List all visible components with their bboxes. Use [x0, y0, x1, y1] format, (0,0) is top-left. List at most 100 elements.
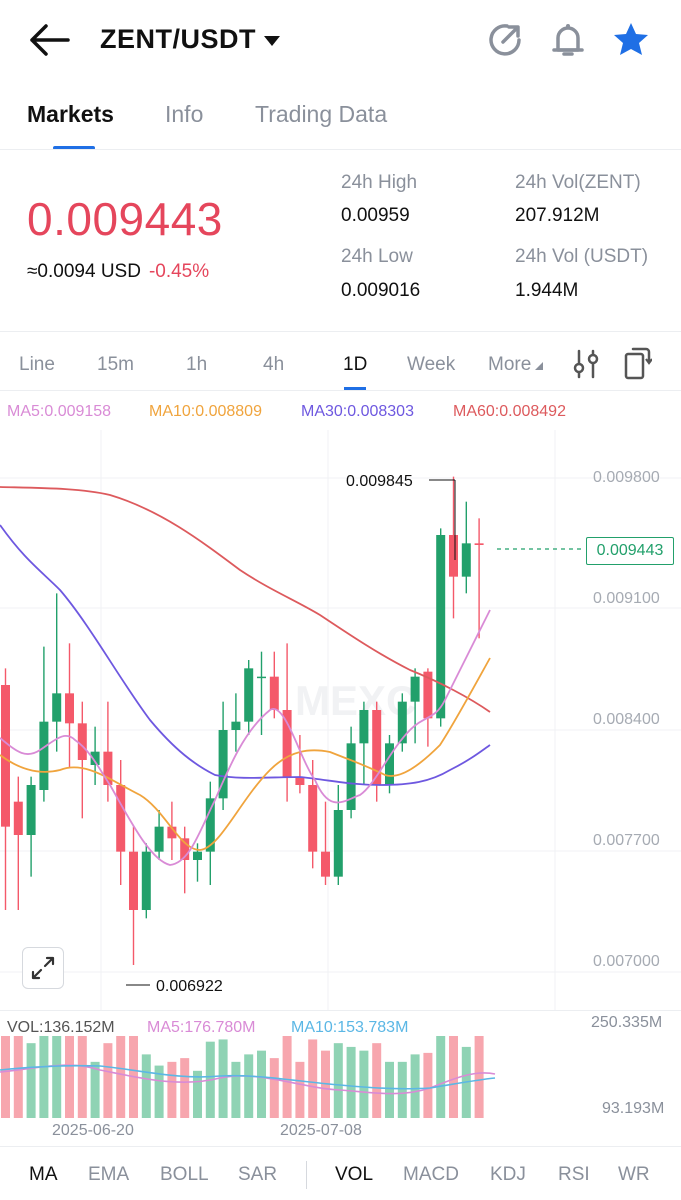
indicator-vol[interactable]: VOL [335, 1164, 374, 1185]
candle-down [180, 838, 190, 860]
timeframe-4h[interactable]: 4h [263, 354, 285, 375]
chevron-down-icon [264, 35, 280, 46]
volume-bar [167, 1061, 177, 1118]
divider [306, 1161, 307, 1189]
candle-up [52, 693, 62, 722]
candle-down [167, 826, 177, 839]
candles [1, 476, 484, 965]
candle-up [410, 676, 420, 702]
more-caret-icon [535, 362, 544, 370]
candle-down [295, 776, 305, 785]
candle-up [26, 785, 36, 835]
vol-base-value: 207.912M [515, 205, 600, 226]
pair-selector[interactable]: ZENT/USDT [100, 24, 280, 55]
indicator-sar[interactable]: SAR [238, 1164, 278, 1185]
volume-bar [193, 1070, 202, 1118]
date-label: 2025-06-20 [52, 1122, 134, 1139]
volume-bar [26, 1043, 36, 1118]
candle-up [346, 743, 356, 810]
volume-bar [397, 1061, 407, 1118]
candlestick-chart[interactable]: MEXC 0.009845 0.006922 [0, 430, 681, 1010]
candle-up [193, 851, 202, 860]
tab-info[interactable]: Info [165, 101, 204, 127]
timeframe-week[interactable]: Week [407, 354, 456, 375]
vol-base-label: 24h Vol(ZENT) [515, 172, 641, 193]
volume-bar [154, 1065, 164, 1118]
pair-name: ZENT/USDT [100, 24, 256, 54]
candle-down [77, 723, 87, 760]
volume-bar [372, 1043, 382, 1118]
candle-up [231, 721, 241, 730]
candle-up [359, 710, 369, 744]
candle-down [129, 851, 138, 910]
expand-chart-button[interactable] [22, 947, 64, 989]
candle-down [449, 535, 458, 577]
candle-down [269, 676, 279, 710]
candle-up [333, 810, 343, 877]
vol-ma10-legend: MA10:153.783M [291, 1019, 409, 1036]
candle-up [461, 543, 471, 577]
volume-bar [1, 1036, 10, 1118]
volume-bar [410, 1054, 420, 1118]
volume-bar [13, 1036, 23, 1118]
low-label: 24h Low [341, 246, 413, 267]
ma10-legend: MA10:0.008809 [149, 403, 262, 420]
timeframe-15m[interactable]: 15m [97, 354, 134, 375]
indicator-macd[interactable]: MACD [403, 1164, 459, 1185]
candle-up [436, 535, 446, 719]
indicator-kdj[interactable]: KDJ [490, 1164, 526, 1185]
header: ZENT/USDT [0, 0, 681, 80]
watermark: MEXC [295, 677, 416, 724]
candle-up [257, 676, 266, 679]
vol-quote-value: 1.944M [515, 280, 579, 301]
candle-down [1, 685, 10, 827]
volume-bar [449, 1036, 458, 1118]
indicator-rsi[interactable]: RSI [558, 1164, 590, 1185]
tab-indicator [53, 146, 95, 150]
candle-up [218, 730, 228, 799]
tab-trading-data[interactable]: Trading Data [255, 101, 388, 127]
divider [0, 331, 681, 332]
price-axis-label: 0.007000 [593, 953, 660, 970]
tab-markets[interactable]: Markets [27, 101, 114, 127]
ma-lines [0, 486, 491, 866]
indicator-ma[interactable]: MA [29, 1164, 58, 1185]
min-price-label: 0.006922 [156, 978, 223, 995]
candle-down [65, 693, 74, 724]
volume-bar [269, 1058, 279, 1118]
timeframe-1d[interactable]: 1D [343, 354, 368, 375]
timeframe-indicator [344, 387, 366, 390]
volume-bar [116, 1036, 126, 1118]
share-icon[interactable] [485, 20, 525, 60]
bell-icon[interactable] [548, 20, 588, 60]
timeframe-1h[interactable]: 1h [186, 354, 208, 375]
indicator-wr[interactable]: WR [618, 1164, 650, 1185]
price-axis-label: 0.007700 [593, 832, 660, 849]
divider [0, 1010, 681, 1011]
ma30-line [0, 524, 491, 786]
candle-up [39, 721, 49, 790]
volume-bars [1, 1036, 484, 1118]
candle-down [116, 785, 126, 852]
indicator-ema[interactable]: EMA [88, 1164, 130, 1185]
volume-bar [346, 1046, 356, 1118]
candle-down [13, 801, 23, 835]
volume-bar [90, 1061, 100, 1118]
candle-down [308, 785, 318, 852]
volume-bar [65, 1036, 74, 1118]
high-label: 24h High [341, 172, 418, 193]
volume-bar [333, 1043, 343, 1118]
timeframe-more[interactable]: More [488, 354, 544, 376]
volume-bar [282, 1036, 292, 1118]
ma60-line [0, 486, 491, 713]
volume-bar [231, 1061, 241, 1118]
landscape-icon[interactable] [622, 346, 653, 380]
back-arrow-icon[interactable] [28, 22, 72, 58]
star-icon[interactable] [611, 20, 651, 60]
usd-price: ≈0.0094 USD -0.45% [27, 261, 209, 283]
volume-bar [257, 1050, 266, 1118]
timeframe-line[interactable]: Line [19, 354, 55, 375]
indicator-boll[interactable]: BOLL [160, 1164, 209, 1185]
candle-down [423, 671, 433, 719]
indicator-settings-icon[interactable] [572, 348, 600, 380]
